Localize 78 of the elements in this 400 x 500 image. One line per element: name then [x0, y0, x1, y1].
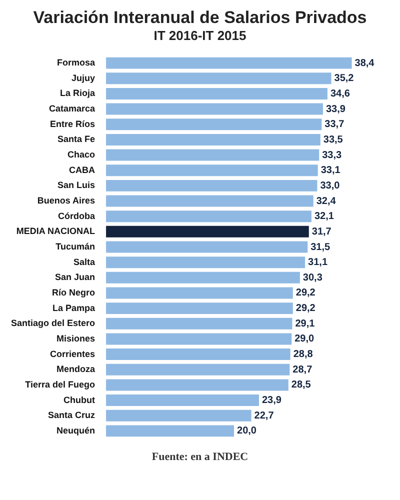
data-label: 33,7: [324, 119, 345, 130]
y-tick-label: CABA: [69, 164, 96, 175]
data-label: 28,5: [291, 380, 312, 391]
data-label: 33,3: [322, 150, 342, 161]
y-tick-label: San Luis: [58, 180, 96, 190]
bar: [106, 226, 309, 238]
data-label: 35,2: [334, 73, 354, 84]
bar: [106, 210, 312, 222]
data-label: 29,0: [294, 334, 315, 345]
data-label: 22,7: [254, 410, 274, 422]
y-tick-label: Jujuy: [72, 72, 96, 83]
data-label: 31,5: [310, 242, 331, 253]
data-label: 31,7: [312, 226, 332, 238]
y-tick-label: La Rioja: [60, 88, 96, 98]
bar: [106, 348, 290, 360]
data-label: 23,9: [262, 395, 282, 406]
source-note: Fuente: en a INDEC: [150, 451, 250, 463]
data-label: 29,2: [296, 288, 316, 299]
y-tick-label: Tierra del Fuego: [25, 379, 96, 390]
y-tick-label: Misiones: [56, 333, 96, 344]
bar: [106, 425, 234, 437]
bar: [106, 103, 323, 115]
y-tick-label: Río Negro: [52, 287, 96, 298]
y-tick-label: Santa Fe: [58, 134, 96, 144]
y-tick-label: MEDIA NACIONAL: [16, 226, 96, 236]
data-label: 38,4: [354, 58, 375, 69]
data-label: 34,6: [330, 88, 350, 100]
bar: [106, 318, 292, 330]
bar: [106, 364, 290, 376]
bar: [106, 272, 300, 284]
y-tick-label: Entre Ríos: [50, 118, 96, 129]
bar: [106, 410, 252, 422]
data-label: 20,0: [237, 426, 257, 437]
data-label: 28,7: [292, 364, 313, 376]
data-label: 33,5: [323, 134, 344, 146]
bar: [106, 394, 259, 406]
y-tick-label: Mendoza: [56, 364, 96, 374]
bar: [106, 256, 306, 268]
bar: [106, 180, 318, 192]
bar: [106, 379, 288, 391]
data-label: 31,1: [308, 257, 328, 268]
data-label: 33,9: [326, 104, 346, 115]
y-tick-label: Chubut: [64, 394, 96, 405]
data-label: 32,1: [314, 211, 334, 222]
data-label: 32,4: [316, 196, 336, 207]
data-label: 28,8: [293, 349, 314, 360]
bar: [106, 134, 320, 146]
bar: [106, 302, 293, 314]
y-tick-label: Santa Cruz: [48, 410, 96, 420]
bar: [106, 333, 292, 345]
data-label: 29,2: [296, 303, 316, 314]
y-tick-label: Córdoba: [58, 210, 96, 221]
bar: [106, 241, 308, 253]
bar: [106, 195, 314, 207]
y-tick-label: San Juan: [55, 272, 96, 282]
bar: [106, 149, 320, 161]
chart-subtitle: IT 2016-IT 2015: [152, 28, 248, 43]
data-label: 33,0: [320, 180, 340, 192]
bar: [106, 287, 293, 299]
y-tick-label: Chaco: [68, 150, 96, 160]
chart-title: Variación Interanual de Salarios Privados: [32, 8, 368, 28]
y-tick-label: Neuquén: [56, 425, 96, 436]
y-tick-label: Santiago del Estero: [10, 318, 96, 328]
y-tick-label: La Pampa: [52, 302, 96, 313]
bar: [106, 57, 352, 69]
bar: [106, 72, 332, 84]
y-tick-label: Formosa: [57, 58, 96, 68]
bar: [106, 118, 322, 130]
y-tick-label: Salta: [74, 256, 96, 267]
data-label: 30,3: [302, 272, 323, 284]
y-tick-label: Buenos Aires: [37, 196, 96, 206]
data-label: 29,1: [295, 318, 316, 330]
bar: [106, 164, 318, 176]
y-tick-label: Corrientes: [50, 348, 96, 359]
data-label: 33,1: [320, 165, 341, 176]
bar: [106, 88, 328, 100]
y-tick-label: Tucumán: [56, 241, 96, 252]
y-tick-label: Catamarca: [48, 104, 96, 114]
